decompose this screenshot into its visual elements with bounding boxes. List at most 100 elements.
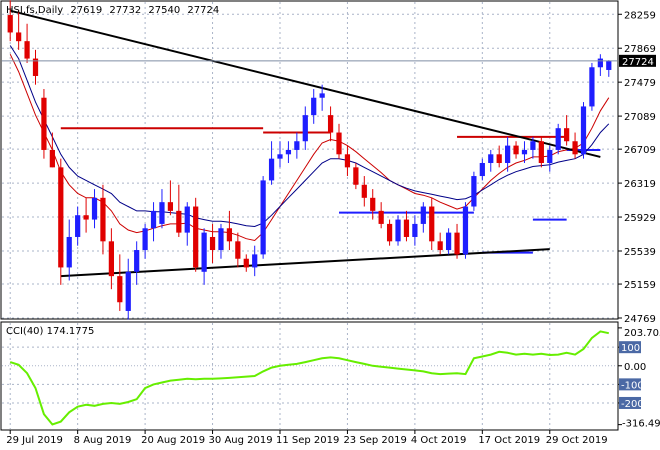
candle	[167, 180, 174, 216]
time-tick-label: 8 Aug 2019	[74, 435, 132, 446]
price-tick-label: 25159	[624, 280, 656, 291]
candle-body	[100, 197, 106, 242]
ohlc-open: 27619	[70, 5, 102, 16]
candle	[513, 141, 519, 159]
candle-body	[277, 154, 283, 159]
candle	[302, 106, 308, 150]
candle	[134, 241, 140, 285]
price-panel-title: HSI,fs,Daily 27619 27732 27540 27724	[6, 5, 219, 16]
candle-body	[462, 206, 469, 255]
candle-body	[58, 167, 64, 268]
candle-body	[555, 128, 561, 150]
candle-body	[479, 163, 485, 177]
last-price-box	[619, 54, 656, 67]
ohlc-low: 27540	[148, 5, 180, 16]
moving-averages	[9, 45, 610, 242]
time-tick-label: 4 Oct 2019	[411, 435, 466, 446]
candle	[580, 102, 587, 159]
candle-body	[83, 215, 89, 220]
candle-body	[589, 67, 595, 107]
candle	[201, 228, 207, 285]
candle-body	[327, 115, 334, 133]
candle	[319, 84, 325, 111]
price-axis: 28259 27869 27479 27089 26709 26319 25929 25539…	[2, 10, 656, 325]
candle	[193, 197, 199, 272]
candle	[429, 197, 435, 251]
moving-average-fast	[9, 53, 610, 242]
candle-body	[606, 60, 612, 70]
candle	[32, 49, 39, 85]
candle-body	[429, 206, 435, 242]
candle-body	[564, 128, 570, 142]
candle	[505, 136, 511, 172]
candle	[7, 0, 13, 42]
cci-tick-label: 203.7054	[624, 328, 660, 339]
candle-body	[336, 132, 342, 155]
candle	[555, 123, 561, 155]
time-tick-label: 29 Jul 2019	[6, 435, 63, 446]
candlesticks	[7, 0, 612, 320]
price-tick-label: 28259	[624, 10, 656, 21]
candle	[285, 141, 292, 164]
candle-body	[117, 276, 123, 303]
cci-panel-title: CCI(40) 174.1775	[6, 326, 94, 337]
candle	[91, 189, 98, 229]
candle-body	[108, 241, 114, 277]
candle-body	[24, 41, 30, 59]
candle-body	[268, 158, 275, 181]
candle	[209, 223, 216, 264]
candle-body	[235, 241, 241, 259]
time-tick-label: 11 Sep 2019	[276, 435, 339, 446]
candle-body	[66, 236, 72, 268]
candle-body	[437, 241, 443, 251]
candle	[589, 62, 595, 111]
candle-body	[319, 93, 325, 98]
candle	[226, 210, 233, 251]
candle-body	[218, 228, 224, 251]
candle	[454, 223, 460, 259]
candle-body	[294, 141, 300, 150]
price-tick-label: 24769	[624, 314, 656, 325]
time-tick-label: 30 Aug 2019	[209, 435, 273, 446]
candle	[378, 202, 384, 229]
candle-body	[7, 15, 13, 33]
candle-body	[150, 210, 157, 229]
candle-body	[252, 254, 258, 268]
candle-body	[505, 145, 511, 164]
candle	[41, 89, 47, 159]
price-tick-label: 26709	[624, 145, 656, 156]
candle-body	[530, 141, 536, 150]
last-price-label: 27724	[622, 57, 654, 68]
candle	[294, 132, 300, 159]
trend-lines	[9, 9, 601, 278]
time-tick-label: 23 Sep 2019	[343, 435, 406, 446]
candle-body	[260, 180, 266, 255]
candle-body	[91, 197, 98, 220]
candle	[606, 60, 612, 77]
candle	[277, 141, 283, 168]
candle-body	[311, 97, 317, 116]
candle-body	[243, 258, 249, 268]
cci-level-box	[619, 378, 641, 391]
candle-body	[201, 232, 207, 272]
uptrend-line	[60, 248, 550, 278]
candle	[108, 228, 114, 290]
candle-body	[580, 106, 587, 155]
price-tick-label: 26319	[624, 179, 656, 190]
candle	[386, 219, 393, 246]
candle	[370, 189, 376, 220]
time-tick-label: 29 Oct 2019	[546, 435, 608, 446]
candle	[521, 141, 528, 164]
cci-grid	[2, 323, 617, 429]
time-tick-label: 20 Aug 2019	[141, 435, 205, 446]
moving-average-slow	[9, 45, 610, 228]
cci-tick-label: -100	[621, 380, 644, 391]
candle-body	[176, 210, 182, 233]
cci-panel-frame	[0, 321, 619, 431]
candle	[260, 176, 266, 259]
candle	[445, 228, 452, 255]
candle	[572, 132, 578, 159]
cci-tick-label: -316.4930	[622, 419, 660, 430]
candle-body	[142, 228, 148, 251]
